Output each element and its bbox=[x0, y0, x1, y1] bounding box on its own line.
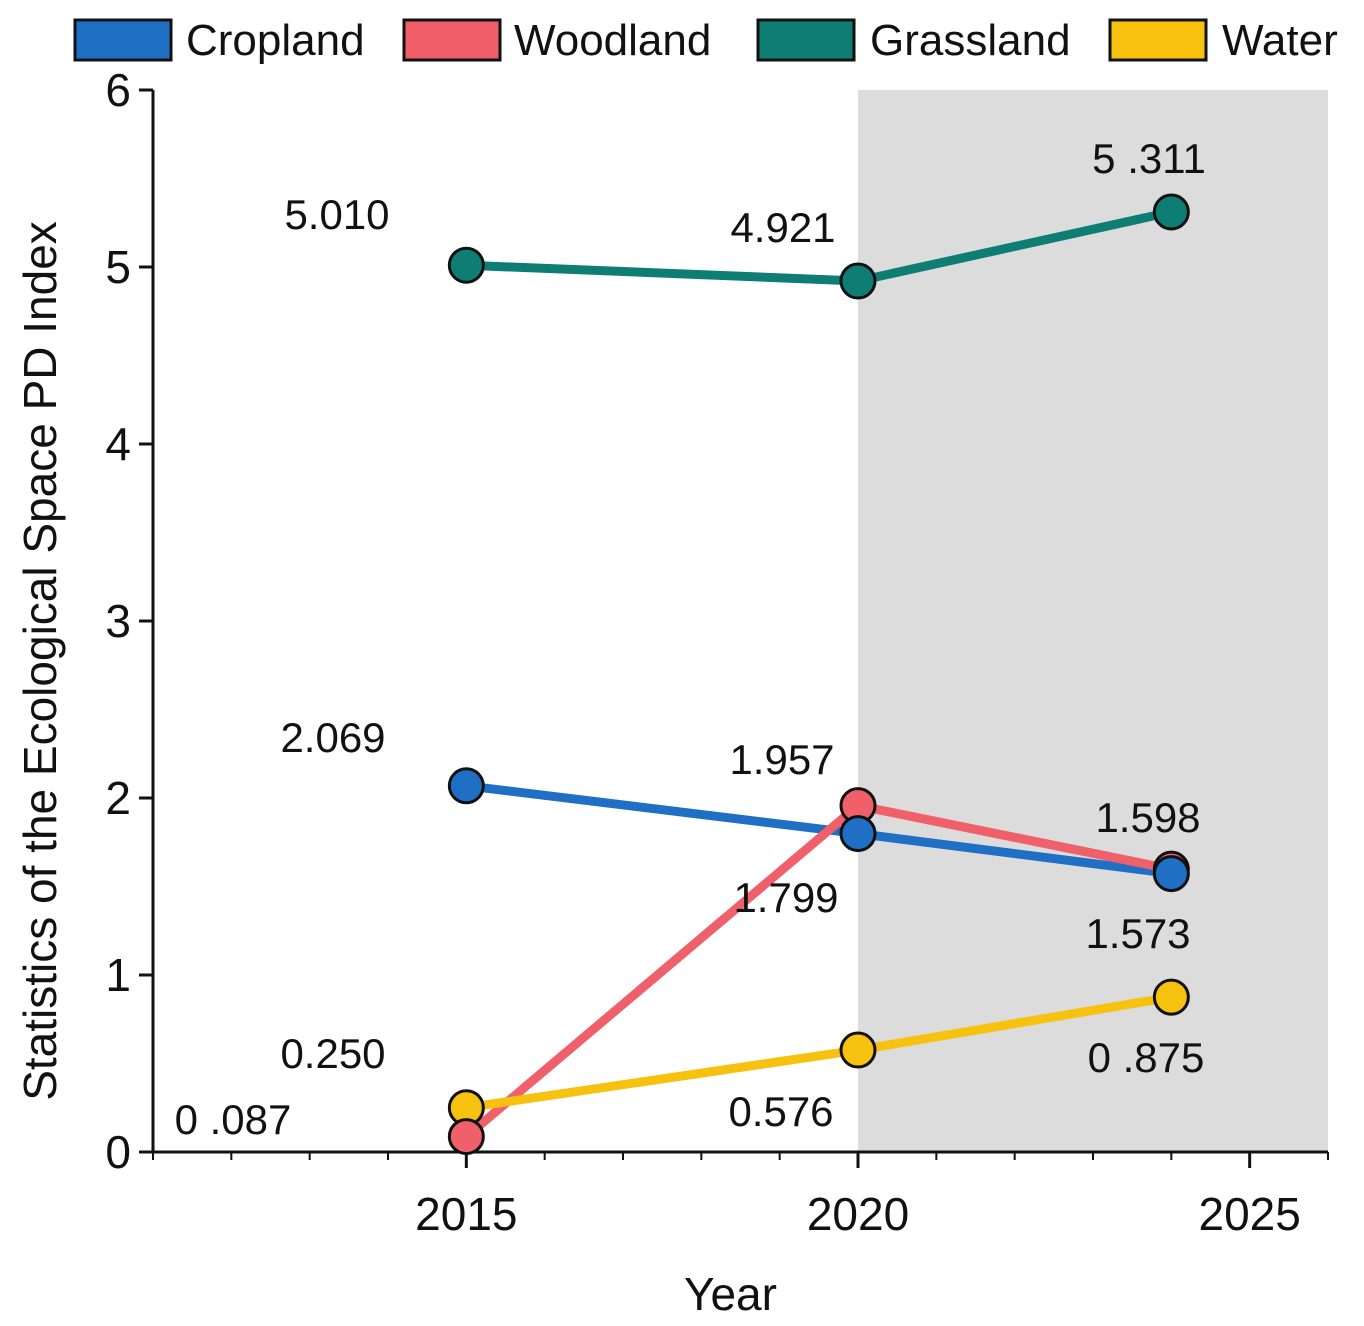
shaded-projection-region bbox=[858, 90, 1328, 1152]
data-label-woodland-2024: 1.598 bbox=[1095, 794, 1200, 841]
y-tick-label: 5 bbox=[105, 241, 131, 293]
x-axis-title: Year bbox=[684, 1268, 777, 1320]
data-label-water-2024: 0 .875 bbox=[1088, 1034, 1205, 1081]
point-grassland-2024 bbox=[1152, 193, 1190, 231]
data-labels: 2.069 1.799 1.573 0 .087 1.957 1.598 5.010 4.92… bbox=[175, 135, 1206, 1143]
legend-swatch-water bbox=[1108, 18, 1208, 62]
legend-swatch-grassland bbox=[756, 18, 856, 62]
data-label-cropland-2024: 1.573 bbox=[1085, 910, 1190, 957]
legend-swatch-cropland bbox=[73, 18, 173, 62]
point-cropland-2024 bbox=[1152, 855, 1190, 893]
x-tick-label: 2015 bbox=[415, 1188, 517, 1240]
y-tick-label: 6 bbox=[105, 64, 131, 116]
point-grassland-2015 bbox=[447, 246, 485, 284]
point-water-2024 bbox=[1152, 978, 1190, 1016]
point-woodland-2015 bbox=[447, 1118, 485, 1156]
data-label-grassland-2024: 5 .311 bbox=[1092, 135, 1206, 182]
legend-swatch-woodland bbox=[402, 18, 502, 62]
data-label-woodland-2015: 0 .087 bbox=[175, 1096, 292, 1143]
y-tick-label: 2 bbox=[105, 772, 131, 824]
legend-label-woodland: Woodland bbox=[514, 16, 711, 65]
data-label-water-2015: 0.250 bbox=[280, 1030, 385, 1077]
point-grassland-2020 bbox=[839, 262, 877, 300]
y-tick-label: 4 bbox=[105, 418, 131, 470]
point-cropland-2020 bbox=[839, 815, 877, 853]
point-water-2020 bbox=[839, 1031, 877, 1069]
data-label-grassland-2015: 5.010 bbox=[284, 191, 389, 238]
axes: 0 1 2 3 4 5 6 2015 2020 2025 bbox=[105, 64, 1329, 1240]
legend: Cropland Woodland Grassland Water bbox=[73, 16, 1338, 65]
y-tick-label: 1 bbox=[105, 949, 131, 1001]
y-tick-label: 0 bbox=[105, 1126, 131, 1178]
y-axis-title: Statistics of the Ecological Space PD In… bbox=[14, 221, 66, 1101]
x-tick-label: 2025 bbox=[1198, 1188, 1300, 1240]
legend-label-grassland: Grassland bbox=[870, 16, 1071, 65]
legend-label-water: Water bbox=[1222, 16, 1338, 65]
data-label-grassland-2020: 4.921 bbox=[730, 204, 835, 251]
data-label-woodland-2020: 1.957 bbox=[729, 736, 834, 783]
series-points bbox=[447, 193, 1190, 1156]
data-label-water-2020: 0.576 bbox=[728, 1088, 833, 1135]
y-tick-label: 3 bbox=[105, 595, 131, 647]
x-tick-label: 2020 bbox=[807, 1188, 909, 1240]
data-label-cropland-2015: 2.069 bbox=[280, 714, 385, 761]
point-cropland-2015 bbox=[447, 767, 485, 805]
data-label-cropland-2020: 1.799 bbox=[733, 874, 838, 921]
legend-label-cropland: Cropland bbox=[186, 16, 365, 65]
